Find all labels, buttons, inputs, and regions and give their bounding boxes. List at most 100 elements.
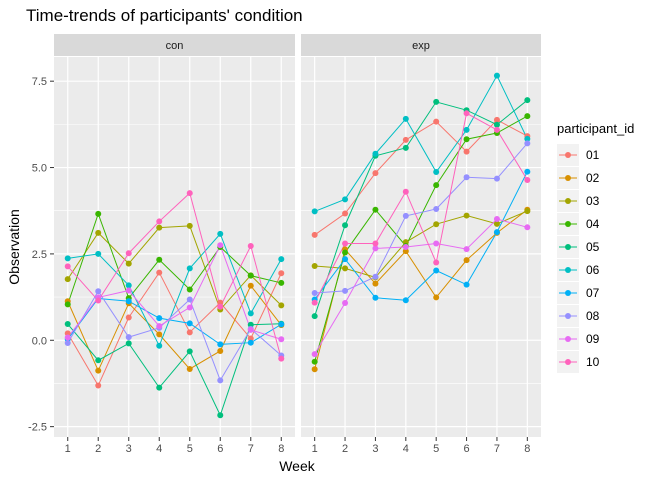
data-point-exp-05 (402, 144, 409, 151)
data-point-exp-09 (433, 240, 440, 247)
legend-key-point (565, 198, 571, 204)
data-point-con-01 (125, 314, 132, 321)
panel-con-lines (67, 192, 282, 417)
data-point-con-03 (186, 222, 193, 229)
data-point-con-02 (156, 331, 163, 338)
data-point-exp-08 (433, 206, 440, 212)
data-point-exp-01 (311, 231, 318, 238)
data-point-exp-09 (342, 299, 349, 306)
data-point-con-05 (247, 321, 254, 328)
data-point-con-10 (278, 355, 285, 362)
legend-key-point (565, 359, 571, 365)
legend-key-point (565, 244, 571, 250)
data-point-exp-07 (493, 229, 500, 236)
data-point-con-02 (186, 365, 193, 372)
panel-exp-grid (301, 57, 541, 437)
data-point-exp-02 (433, 294, 440, 301)
data-point-con-08 (95, 288, 102, 295)
data-point-exp-01 (342, 210, 349, 217)
legend-label: 06 (586, 263, 600, 277)
data-point-con-06 (247, 310, 254, 317)
data-point-exp-01 (433, 118, 440, 125)
data-point-exp-08 (311, 289, 318, 296)
x-tick-label: 2 (342, 443, 348, 455)
y-axis-title: Observation (6, 209, 22, 284)
data-point-exp-03 (524, 208, 531, 215)
legend-label: 08 (586, 309, 600, 323)
data-point-exp-02 (311, 366, 318, 373)
data-point-con-02 (217, 347, 224, 354)
panel-exp-points (311, 72, 531, 373)
legend-key-point (565, 290, 571, 296)
data-point-con-02 (95, 367, 102, 374)
panel-con-points (64, 190, 285, 419)
legend-label: 03 (586, 194, 600, 208)
series-line-exp-03 (314, 210, 528, 278)
data-point-con-05 (186, 348, 193, 355)
data-point-exp-08 (463, 174, 470, 181)
data-point-con-07 (156, 315, 163, 322)
data-point-con-04 (95, 210, 102, 217)
x-tick-label: 7 (248, 443, 254, 455)
data-point-exp-04 (524, 113, 531, 120)
legend-items: 01 02 03 04 05 06 07 08 09 10 (557, 144, 600, 373)
data-point-exp-03 (342, 265, 349, 272)
data-point-exp-07 (372, 294, 379, 301)
series-line-exp-08 (314, 143, 528, 294)
data-point-exp-07 (342, 256, 349, 263)
legend-label: 10 (586, 355, 600, 369)
series-line-con-02 (67, 284, 282, 372)
legend: participant_id 01 02 03 04 05 06 07 08 09 10 (557, 121, 634, 373)
x-tick-label: 1 (65, 443, 71, 455)
x-axis-title: Week (279, 458, 316, 474)
data-point-con-06 (156, 342, 163, 349)
data-point-con-09 (247, 326, 254, 333)
x-tick-label: 2 (95, 443, 101, 455)
x-tick-label: 8 (278, 443, 284, 455)
y-tick-label: 7.5 (32, 76, 47, 88)
data-point-exp-06 (311, 208, 318, 215)
x-tick-label: 7 (494, 443, 500, 455)
panel-exp-lines (314, 74, 528, 370)
data-point-exp-04 (372, 206, 379, 213)
x-axis-exp: 1 2 3 4 5 6 7 8 (312, 437, 530, 455)
y-tick-label: -2.5 (28, 422, 47, 434)
data-point-con-06 (217, 230, 224, 237)
data-point-exp-09 (463, 246, 470, 253)
data-point-con-09 (186, 304, 193, 311)
series-line-con-05 (67, 323, 282, 417)
panel-con: con (54, 34, 295, 437)
series-line-exp-07 (314, 171, 528, 301)
y-tick-label: 2.5 (32, 249, 47, 261)
series-line-exp-06 (314, 74, 528, 212)
data-point-con-05 (125, 340, 132, 347)
data-point-exp-03 (433, 221, 440, 228)
x-tick-label: 3 (126, 443, 132, 455)
data-point-exp-01 (372, 170, 379, 177)
data-point-exp-01 (493, 116, 500, 123)
legend-key-point (565, 175, 571, 181)
x-tick-label: 4 (156, 443, 162, 455)
data-point-con-02 (247, 282, 254, 289)
data-point-con-03 (125, 260, 132, 267)
data-point-con-09 (278, 336, 285, 343)
x-tick-label: 6 (217, 443, 223, 455)
data-point-exp-04 (342, 249, 349, 256)
data-point-exp-03 (463, 212, 470, 219)
legend-key-point (565, 152, 571, 158)
data-point-con-06 (95, 250, 102, 257)
legend-label: 09 (586, 332, 600, 346)
data-point-exp-05 (433, 98, 440, 105)
data-point-exp-09 (493, 216, 500, 223)
series-line-con-10 (67, 192, 282, 359)
panel-exp: exp (301, 34, 541, 437)
legend-label: 07 (586, 286, 600, 300)
data-point-exp-06 (463, 126, 470, 133)
data-point-con-06 (125, 282, 132, 289)
data-point-exp-08 (493, 175, 500, 182)
data-point-con-01 (95, 382, 102, 389)
data-point-exp-03 (311, 263, 318, 269)
data-point-con-07 (278, 321, 285, 328)
panel-con-strip-label: con (166, 40, 184, 52)
data-point-exp-10 (372, 240, 379, 247)
